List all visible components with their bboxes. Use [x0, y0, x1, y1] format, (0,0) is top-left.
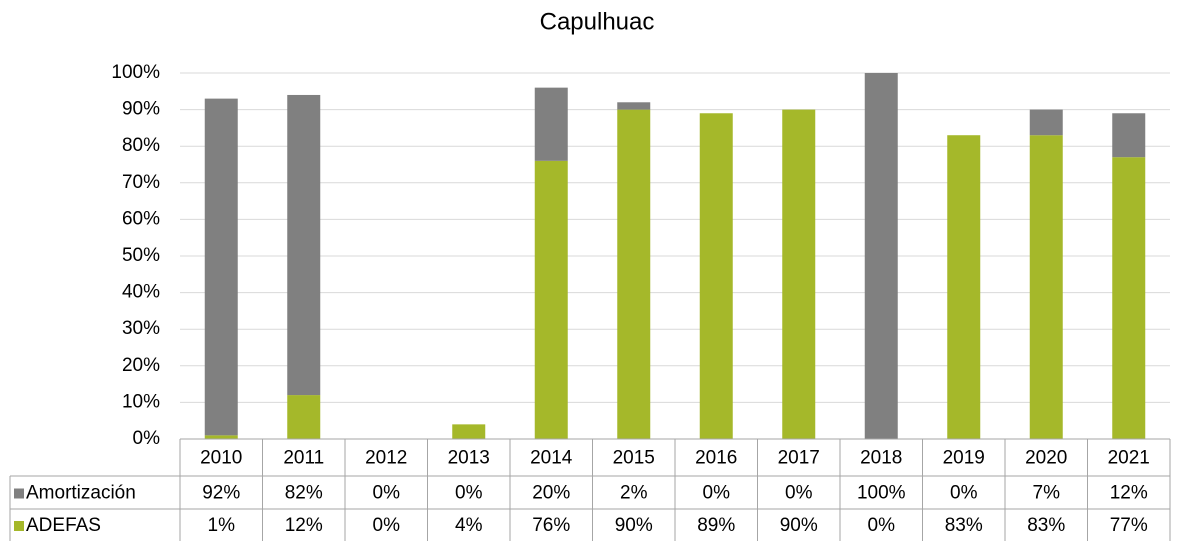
y-tick-label: 10% [122, 391, 160, 412]
table-value: 76% [532, 515, 570, 536]
x-tick-label: 2010 [200, 448, 242, 469]
table-value: 0% [373, 515, 401, 536]
table-value: 4% [455, 515, 483, 536]
table-value: 0% [455, 483, 483, 504]
x-tick-label: 2012 [365, 448, 407, 469]
table-value: 0% [785, 483, 813, 504]
table-value: 1% [208, 515, 236, 536]
y-tick-label: 20% [122, 355, 160, 376]
table-value: 100% [857, 483, 906, 504]
y-tick-label: 60% [122, 208, 160, 229]
x-tick-label: 2011 [283, 448, 324, 469]
table-value: 83% [1027, 515, 1065, 536]
y-tick-label: 50% [122, 245, 160, 266]
bar-segment [864, 73, 898, 439]
x-tick-label: 2018 [860, 448, 902, 469]
table-value: 0% [373, 483, 401, 504]
table-value: 92% [202, 483, 240, 504]
x-tick-label: 2021 [1108, 448, 1150, 469]
y-tick-label: 0% [133, 428, 161, 449]
table-value: 83% [945, 515, 983, 536]
table-value: 89% [697, 515, 735, 536]
table-value: 20% [532, 483, 570, 504]
bar-segment [1112, 157, 1146, 439]
bar-segment [617, 109, 651, 439]
bar-segment [452, 424, 486, 439]
y-tick-label: 40% [122, 282, 160, 303]
bar-segment [204, 98, 238, 436]
table-value: 7% [1033, 483, 1061, 504]
table-value: 12% [285, 515, 323, 536]
legend-swatch [14, 488, 24, 499]
x-tick-label: 2014 [530, 448, 573, 469]
bar-segment [617, 102, 651, 110]
x-tick-label: 2019 [943, 448, 985, 469]
table-value: 90% [615, 515, 653, 536]
chart-title: Capulhuac [540, 8, 655, 35]
bar-segment [1029, 109, 1063, 136]
table-value: 2% [620, 483, 648, 504]
x-tick-label: 2016 [695, 448, 737, 469]
table-value: 12% [1110, 483, 1148, 504]
bar-segment [534, 160, 568, 439]
bar-segment [1112, 113, 1146, 158]
y-tick-label: 100% [111, 62, 160, 83]
bar-segment [782, 109, 816, 439]
legend-label: Amortización [26, 483, 136, 504]
x-tick-label: 2013 [448, 448, 490, 469]
table-value: 0% [868, 515, 896, 536]
x-tick-label: 2015 [613, 448, 655, 469]
table-value: 0% [703, 483, 731, 504]
x-tick-label: 2020 [1025, 448, 1067, 469]
x-tick-label: 2017 [778, 448, 820, 469]
bar-segment [534, 87, 568, 161]
bar-segment [699, 113, 733, 439]
table-value: 0% [950, 483, 978, 504]
y-tick-label: 30% [122, 318, 160, 339]
bar-segment [1029, 135, 1063, 439]
y-tick-label: 70% [122, 172, 160, 193]
table-value: 90% [780, 515, 818, 536]
y-tick-label: 80% [122, 135, 160, 156]
bar-segment [287, 94, 321, 396]
table-value: 77% [1110, 515, 1148, 536]
bar-segment [204, 435, 238, 439]
y-tick-label: 90% [122, 99, 160, 120]
bar-segment [287, 395, 321, 439]
bar-segment [947, 135, 981, 439]
legend-swatch [14, 521, 24, 531]
legend-label: ADEFAS [26, 515, 101, 536]
table-value: 82% [285, 483, 323, 504]
